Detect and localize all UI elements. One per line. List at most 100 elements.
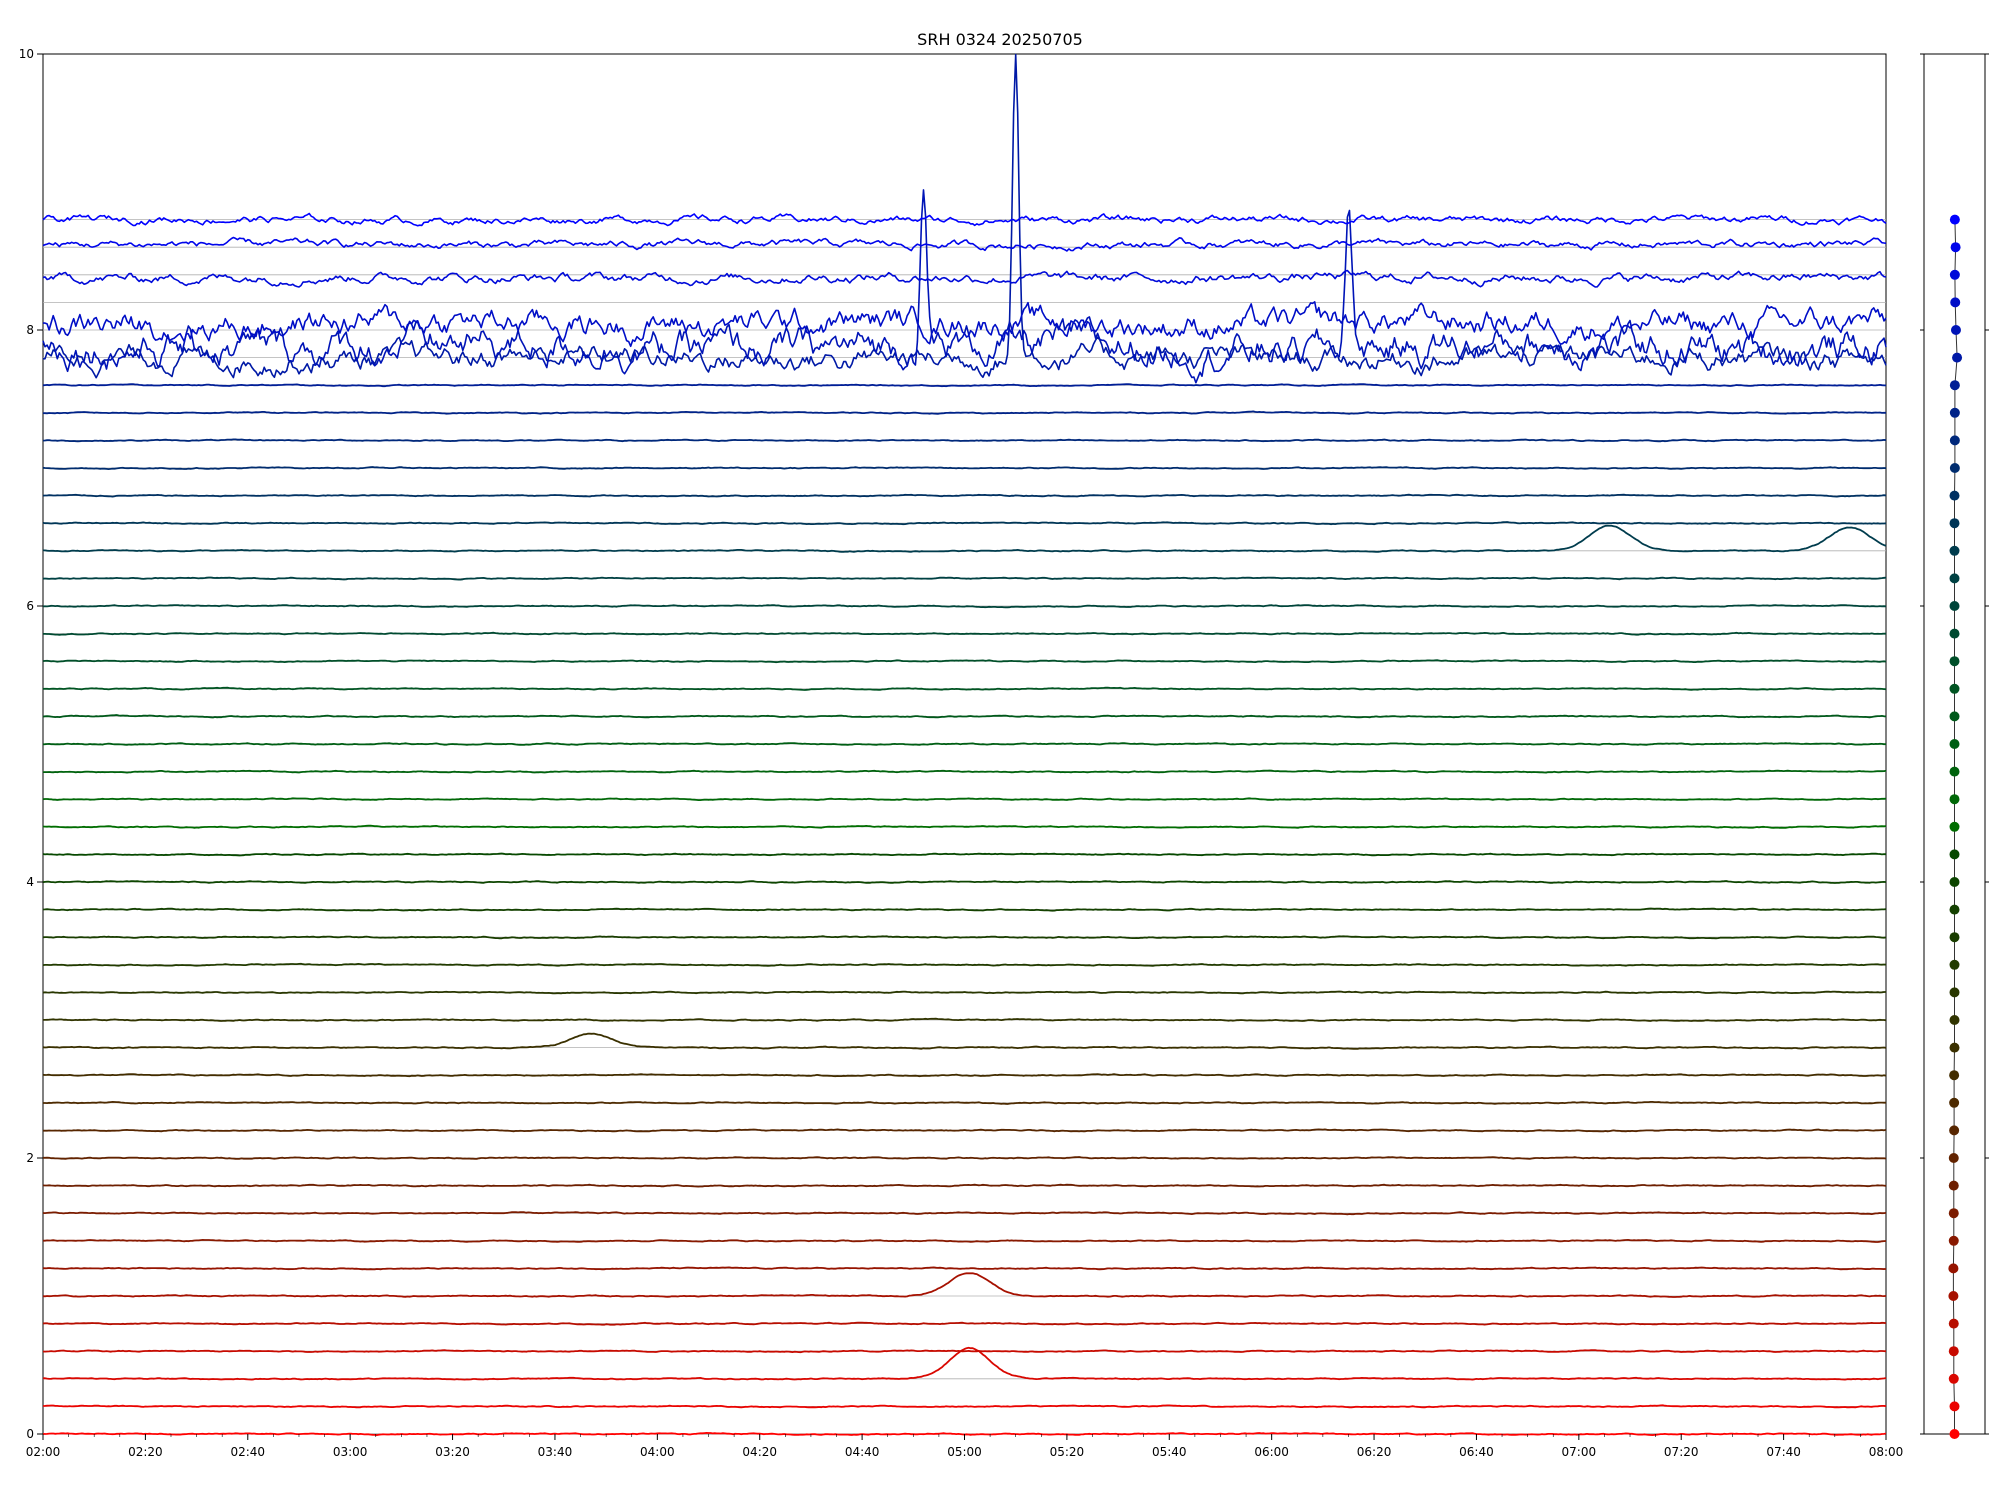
series-line bbox=[43, 769, 1887, 774]
side-marker bbox=[1949, 545, 1960, 556]
side-marker bbox=[1948, 1208, 1959, 1219]
side-marker bbox=[1948, 1180, 1959, 1191]
side-marker bbox=[1948, 1346, 1959, 1357]
series-line bbox=[42, 576, 1887, 581]
series-line bbox=[43, 1101, 1886, 1105]
side-panel-ticks bbox=[1920, 53, 1989, 1435]
x-tick-label: 02:40 bbox=[230, 1445, 265, 1459]
side-marker bbox=[1949, 739, 1960, 749]
side-marker bbox=[1949, 766, 1960, 777]
side-marker bbox=[1949, 1429, 1960, 1439]
x-tick-label: 04:40 bbox=[845, 1445, 880, 1459]
side-marker bbox=[1949, 656, 1960, 667]
series-line bbox=[42, 824, 1887, 829]
side-marker bbox=[1948, 1235, 1959, 1246]
series-line bbox=[42, 1266, 1887, 1271]
side-marker bbox=[1949, 601, 1960, 611]
x-tick-label: 06:40 bbox=[1459, 1445, 1494, 1459]
side-marker bbox=[1948, 1153, 1959, 1163]
series-line bbox=[42, 269, 1887, 288]
side-marker bbox=[1949, 932, 1960, 943]
x-tick-label: 07:40 bbox=[1766, 1445, 1801, 1459]
series-line bbox=[42, 1346, 1887, 1381]
side-marker bbox=[1949, 821, 1960, 832]
series-line bbox=[43, 1128, 1887, 1133]
trace-lines bbox=[42, 53, 1887, 1436]
side-marker bbox=[1949, 877, 1960, 887]
x-tick-label: 07:20 bbox=[1664, 1445, 1699, 1459]
side-marker bbox=[1948, 1263, 1959, 1274]
x-tick-label: 08:00 bbox=[1869, 1445, 1904, 1459]
series-line bbox=[43, 524, 1887, 553]
series-line bbox=[42, 880, 1887, 884]
side-marker bbox=[1949, 711, 1960, 722]
series-line bbox=[42, 1272, 1887, 1298]
y-tick-label: 2 bbox=[26, 1151, 34, 1165]
y-tick-label: 6 bbox=[26, 599, 34, 613]
side-marker bbox=[1949, 849, 1960, 860]
side-marker bbox=[1949, 407, 1960, 418]
side-marker bbox=[1948, 1318, 1959, 1329]
side-marker bbox=[1949, 463, 1960, 473]
side-marker bbox=[1949, 490, 1960, 501]
x-tick-label: 02:20 bbox=[128, 1445, 163, 1459]
x-tick-label: 02:00 bbox=[26, 1445, 61, 1459]
side-marker bbox=[1949, 683, 1960, 694]
y-axis: 0 2 4 6 8 10 bbox=[19, 47, 43, 1441]
side-marker bbox=[1949, 214, 1960, 225]
side-marker bbox=[1949, 1401, 1960, 1412]
side-marker bbox=[1949, 1070, 1960, 1081]
side-panel bbox=[1920, 53, 1989, 1439]
x-tick-label: 03:20 bbox=[435, 1445, 470, 1459]
series-line bbox=[42, 604, 1887, 609]
side-marker bbox=[1949, 1097, 1960, 1108]
y-tick-label: 8 bbox=[26, 323, 34, 337]
series-line bbox=[43, 301, 1887, 348]
x-tick-label: 04:00 bbox=[640, 1445, 675, 1459]
series-line bbox=[42, 742, 1887, 746]
x-tick-label: 06:20 bbox=[1357, 1445, 1392, 1459]
series-line bbox=[43, 1239, 1887, 1243]
series-line bbox=[42, 236, 1887, 252]
series-line bbox=[42, 1073, 1887, 1078]
side-marker bbox=[1949, 904, 1960, 915]
side-marker bbox=[1949, 573, 1960, 584]
x-tick-label: 05:20 bbox=[1050, 1445, 1085, 1459]
side-marker bbox=[1949, 435, 1960, 446]
side-marker bbox=[1949, 380, 1960, 391]
series-line bbox=[42, 1321, 1887, 1326]
series-line bbox=[42, 907, 1887, 912]
side-marker bbox=[1949, 987, 1960, 998]
side-marker bbox=[1949, 269, 1960, 280]
x-tick-label: 07:00 bbox=[1562, 1445, 1597, 1459]
side-marker bbox=[1949, 959, 1960, 970]
series-line bbox=[43, 631, 1887, 636]
series-line bbox=[42, 797, 1887, 801]
side-marker bbox=[1948, 1291, 1959, 1301]
series-line bbox=[42, 53, 1887, 379]
series-line bbox=[42, 714, 1887, 719]
series-line bbox=[42, 212, 1887, 227]
series-line bbox=[42, 410, 1886, 415]
series-line bbox=[42, 466, 1887, 471]
side-marker bbox=[1952, 352, 1963, 363]
series-line bbox=[42, 686, 1887, 691]
series-line bbox=[42, 438, 1887, 443]
side-marker bbox=[1949, 628, 1960, 639]
series-line bbox=[42, 990, 1886, 995]
x-tick-label: 05:00 bbox=[947, 1445, 982, 1459]
series-line bbox=[42, 383, 1886, 388]
y-tick-label: 10 bbox=[19, 47, 34, 61]
main-plot-area: 02:00 02:20 02:40 03:00 03:20 03:40 04:00 04:20… bbox=[19, 47, 1904, 1459]
series-line bbox=[43, 1017, 1887, 1022]
series-line bbox=[42, 1404, 1887, 1409]
side-marker bbox=[1950, 297, 1961, 308]
x-tick-label: 03:00 bbox=[333, 1445, 368, 1459]
side-marker bbox=[1948, 1373, 1959, 1384]
side-marker bbox=[1949, 1015, 1960, 1025]
series-line bbox=[42, 962, 1887, 967]
x-tick-label: 06:00 bbox=[1254, 1445, 1289, 1459]
series-line bbox=[42, 659, 1887, 664]
series-line bbox=[42, 1183, 1887, 1188]
x-tick-label: 04:20 bbox=[742, 1445, 777, 1459]
